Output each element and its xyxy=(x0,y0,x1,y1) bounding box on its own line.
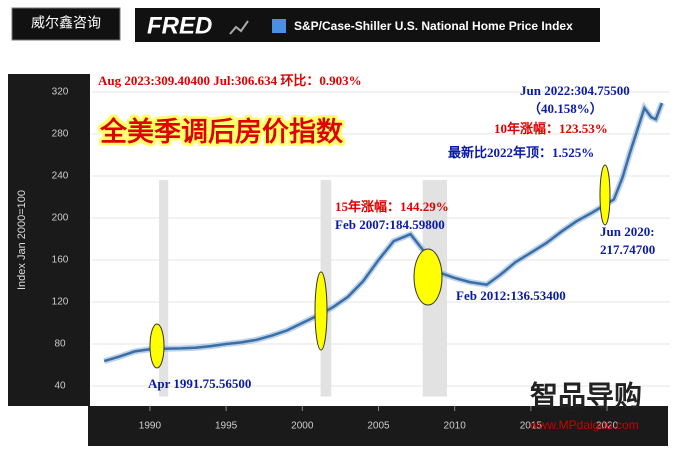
chart-title: 全美季调后房价指数 xyxy=(99,116,344,147)
watermark-logo: 智品导购 xyxy=(530,379,642,411)
annotation: Jun 2020: xyxy=(600,224,655,239)
annotation: （40.158%） xyxy=(528,101,603,116)
x-tick-label: 1995 xyxy=(215,421,238,432)
fred-logo: FRED xyxy=(147,12,212,39)
x-tick-label: 2015 xyxy=(520,421,543,432)
brand: 威尔鑫咨询 xyxy=(31,15,101,31)
recession-band xyxy=(159,180,169,397)
annotation: 10年涨幅：123.53% xyxy=(494,121,608,136)
annotation: 最新比2022年顶：1.525% xyxy=(448,145,594,160)
y-tick-label: 320 xyxy=(52,87,69,98)
y-axis-label: Index Jan 2000=100 xyxy=(16,190,28,290)
y-tick-label: 280 xyxy=(52,129,69,140)
y-tick-label: 160 xyxy=(52,255,69,266)
watermark: www.MPdaigou.com xyxy=(529,418,639,432)
x-axis-panel xyxy=(88,406,668,446)
annotation: Feb 2007:184.59800 xyxy=(335,217,445,232)
x-tick-label: 1990 xyxy=(139,421,162,432)
annotation: 15年涨幅：144.29% xyxy=(335,199,449,214)
y-tick-label: 80 xyxy=(54,339,66,350)
highlight xyxy=(599,164,611,226)
fred-bar xyxy=(135,8,600,42)
highlight xyxy=(314,271,328,351)
y-tick-label: 240 xyxy=(52,171,69,182)
x-tick-label: 2000 xyxy=(291,421,314,432)
annotation: Jun 2022:304.75500 xyxy=(520,83,630,98)
x-tick-label: 2020 xyxy=(596,421,619,432)
highlight xyxy=(149,323,165,369)
x-tick-label: 2010 xyxy=(444,421,467,432)
annotation: Feb 2012:136.53400 xyxy=(456,288,566,303)
x-tick-label: 2005 xyxy=(367,421,390,432)
annotation: Apr 1991.75.56500 xyxy=(148,376,251,391)
annotation: 217.74700 xyxy=(600,242,655,257)
annotation: Aug 2023:309.40400 Jul:306.634 环比：0.903% xyxy=(98,73,362,88)
y-tick-label: 40 xyxy=(54,381,66,392)
overlay: Aug 2023:309.40400 Jul:306.634 环比：0.903%… xyxy=(98,73,655,391)
brand-box xyxy=(11,7,121,41)
series-title: S&P/Case-Shiller U.S. National Home Pric… xyxy=(294,19,573,33)
y-axis-panel xyxy=(8,74,90,406)
fred-icon xyxy=(229,20,249,35)
highlight xyxy=(413,248,443,306)
y-tick-label: 200 xyxy=(52,213,69,224)
y-tick-label: 120 xyxy=(52,297,69,308)
series-icon xyxy=(272,19,286,33)
